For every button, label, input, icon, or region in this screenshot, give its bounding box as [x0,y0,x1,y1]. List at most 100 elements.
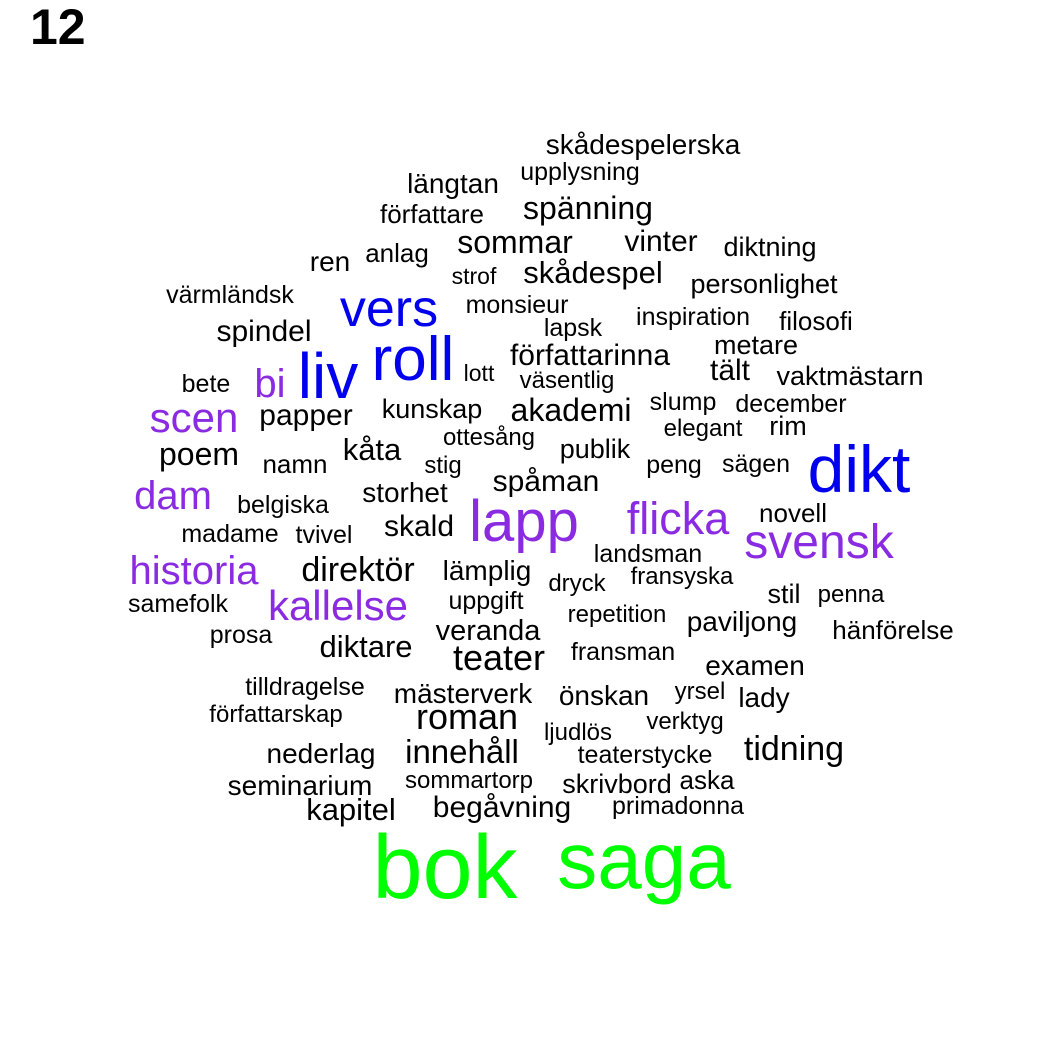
cloud-word: diktare [319,629,412,664]
cloud-word: namn [262,449,327,479]
cloud-word: ljudlös [544,719,612,746]
cloud-word: lady [738,682,789,713]
cloud-word: kunskap [382,394,483,424]
cloud-word: liv [298,340,358,412]
cloud-word: värmländsk [166,281,294,309]
cloud-word: poem [159,436,239,472]
cloud-word: slump [650,388,717,416]
cloud-word: landsman [594,540,702,568]
cloud-word: upplysning [520,158,640,186]
cloud-word: akademi [511,392,632,428]
cloud-word: teaterstycke [578,741,713,769]
cloud-word: flicka [627,493,730,544]
cloud-word: kåta [343,432,402,467]
cloud-word: personlighet [690,269,838,299]
cloud-word: dikt [808,432,911,506]
cloud-word: prosa [210,621,273,649]
cloud-word: skådespelerska [546,129,741,160]
cloud-word: hänförelse [832,615,953,645]
cloud-word: lapsk [544,314,603,342]
cloud-word: sommar [457,224,573,260]
cloud-word: kapitel [306,792,396,827]
cloud-word: repetition [568,601,667,628]
cloud-word: belgiska [237,491,329,519]
cloud-word: novell [759,498,827,528]
cloud-word: vaktmästarn [776,361,923,391]
cloud-word: saga [557,816,731,905]
cloud-word: väsentlig [520,367,615,394]
cloud-word: peng [646,451,702,479]
cloud-word: tvivel [296,521,353,549]
cloud-word: kallelse [268,582,408,629]
cloud-word: författare [380,199,484,229]
cloud-word: publik [560,434,631,464]
cloud-word: yrsel [675,678,726,705]
cloud-word: tilldragelse [245,673,365,701]
cloud-word: mästerverk [394,678,533,709]
cloud-word: ren [310,246,350,277]
cloud-word: bete [182,370,231,398]
cloud-word: dam [134,474,212,518]
cloud-word: lapp [469,489,579,554]
cloud-word: stil [768,579,801,609]
figure-label: 12 [30,0,86,55]
cloud-word: penna [818,581,885,608]
cloud-word: aska [680,765,735,795]
cloud-word: scen [150,394,239,441]
cloud-word: examen [705,650,805,681]
cloud-word: elegant [664,415,743,442]
cloud-word: skrivbord [562,769,672,799]
cloud-word: roll [372,325,455,394]
cloud-word: roman [416,696,518,737]
cloud-word: fransman [571,638,675,666]
cloud-word: metare [714,330,798,360]
cloud-word: spindel [216,315,311,348]
cloud-word: bok [372,818,518,918]
cloud-word: uppgift [448,587,523,615]
cloud-word: papper [259,399,352,432]
cloud-word: sägen [722,450,790,478]
cloud-word: skald [384,510,454,543]
cloud-word: lämplig [443,555,532,586]
cloud-word: vers [340,280,438,338]
cloud-word: sommartorp [405,767,533,794]
cloud-word: begåvning [433,791,571,824]
cloud-word: tidning [744,730,844,768]
cloud-word: verktyg [646,708,723,735]
cloud-word: bi [254,362,285,406]
cloud-word: innehåll [405,733,519,770]
cloud-word: samefolk [128,590,229,618]
cloud-word: historia [130,549,260,593]
cloud-word: dryck [548,570,606,597]
cloud-word: ottesång [443,424,535,451]
cloud-word: spänning [523,190,653,226]
cloud-word: författarinna [510,339,670,372]
cloud-word: direktör [301,551,414,589]
cloud-word: rim [769,411,806,441]
cloud-word: paviljong [687,606,798,637]
cloud-word: fransyska [631,563,734,590]
cloud-word: svensk [744,516,894,569]
cloud-word: längtan [407,168,499,199]
cloud-word: strof [452,263,497,289]
cloud-word: skådespel [523,255,663,290]
cloud-word: seminarium [228,770,373,801]
cloud-word: december [735,390,846,418]
cloud-word: stig [424,452,461,479]
cloud-word: filosofi [779,306,853,336]
cloud-word: primadonna [612,792,744,820]
cloud-word: vinter [624,225,697,258]
cloud-word: lott [464,360,495,386]
cloud-word: veranda [436,615,542,647]
cloud-word: författarskap [209,701,342,728]
cloud-word: inspiration [636,303,750,331]
cloud-word: monsieur [466,291,569,319]
cloud-word: storhet [362,477,448,508]
cloud-word: teater [453,637,545,678]
cloud-word: madame [181,520,278,548]
cloud-word: nederlag [267,738,376,769]
cloud-word: anlag [365,238,429,268]
cloud-word: diktning [723,232,816,262]
cloud-word: tält [710,354,751,387]
